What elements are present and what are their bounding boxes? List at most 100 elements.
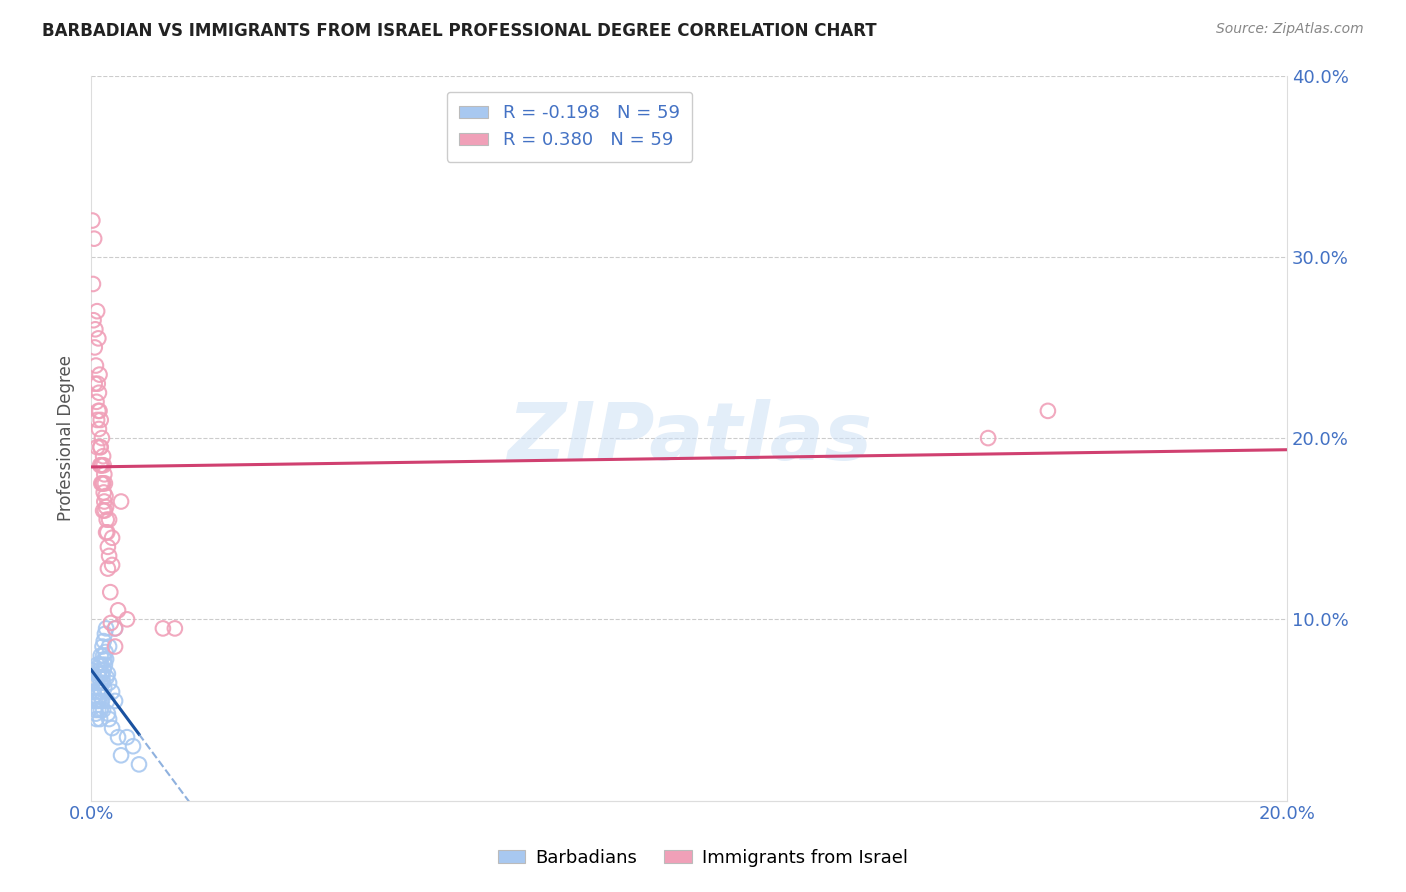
- Point: [98, 585, 121, 599]
- Point: [90, 440, 112, 454]
- Point: [97, 540, 120, 554]
- Point: [86, 440, 108, 454]
- Point: [90, 413, 112, 427]
- Point: [83, 376, 105, 391]
- Point: [101, 721, 124, 735]
- Point: [80, 663, 103, 677]
- Point: [98, 549, 121, 563]
- Point: [89, 440, 111, 454]
- Point: [98, 640, 121, 654]
- Point: [96, 513, 118, 527]
- Point: [93, 458, 115, 473]
- Point: [83, 689, 105, 703]
- Point: [89, 657, 111, 672]
- Point: [96, 525, 118, 540]
- Point: [89, 712, 111, 726]
- Point: [100, 615, 122, 630]
- Point: [94, 621, 117, 635]
- Point: [122, 739, 145, 754]
- Point: [90, 648, 112, 663]
- Point: [87, 331, 110, 345]
- Point: [91, 648, 114, 663]
- Point: [96, 694, 118, 708]
- Point: [93, 652, 115, 666]
- Point: [87, 694, 110, 708]
- Point: [89, 681, 111, 696]
- Point: [83, 685, 105, 699]
- Point: [91, 476, 114, 491]
- Point: [82, 277, 104, 291]
- Point: [94, 525, 117, 540]
- Point: [90, 657, 112, 672]
- Point: [87, 703, 110, 717]
- Point: [98, 712, 121, 726]
- Point: [94, 645, 117, 659]
- Point: [152, 621, 174, 635]
- Point: [96, 670, 118, 684]
- Point: [83, 232, 105, 246]
- Point: [101, 531, 124, 545]
- Point: [94, 503, 117, 517]
- Point: [110, 494, 132, 508]
- Point: [84, 322, 107, 336]
- Point: [94, 476, 117, 491]
- Point: [94, 489, 117, 503]
- Legend: Barbadians, Immigrants from Israel: Barbadians, Immigrants from Israel: [491, 842, 915, 874]
- Point: [82, 213, 104, 227]
- Point: [87, 670, 110, 684]
- Point: [94, 652, 117, 666]
- Point: [86, 657, 108, 672]
- Point: [91, 640, 114, 654]
- Text: Source: ZipAtlas.com: Source: ZipAtlas.com: [1216, 22, 1364, 37]
- Point: [163, 621, 186, 635]
- Text: ZIPatlas: ZIPatlas: [506, 399, 872, 477]
- Point: [86, 694, 108, 708]
- Point: [89, 404, 111, 418]
- Point: [90, 458, 112, 473]
- Point: [86, 304, 108, 318]
- Point: [93, 663, 115, 677]
- Point: [91, 449, 114, 463]
- Point: [93, 681, 115, 696]
- Point: [97, 561, 120, 575]
- Point: [110, 748, 132, 763]
- Point: [84, 703, 107, 717]
- Point: [89, 368, 111, 382]
- Point: [93, 485, 115, 500]
- Point: [93, 467, 115, 482]
- Point: [90, 458, 112, 473]
- Point: [107, 730, 129, 744]
- Point: [104, 621, 127, 635]
- Point: [98, 513, 121, 527]
- Point: [104, 621, 127, 635]
- Point: [90, 476, 112, 491]
- Point: [91, 703, 114, 717]
- Point: [90, 685, 112, 699]
- Point: [115, 730, 138, 744]
- Point: [87, 404, 110, 418]
- Point: [91, 670, 114, 684]
- Point: [98, 675, 121, 690]
- Point: [90, 694, 112, 708]
- Point: [93, 494, 115, 508]
- Point: [86, 712, 108, 726]
- Point: [90, 675, 112, 690]
- Point: [86, 413, 108, 427]
- Point: [97, 706, 120, 721]
- Point: [93, 634, 115, 648]
- Point: [94, 627, 117, 641]
- Point: [91, 503, 114, 517]
- Legend: R = -0.198   N = 59, R = 0.380   N = 59: R = -0.198 N = 59, R = 0.380 N = 59: [447, 92, 692, 162]
- Y-axis label: Professional Degree: Professional Degree: [58, 355, 75, 521]
- Point: [91, 675, 114, 690]
- Point: [94, 657, 117, 672]
- Point: [91, 476, 114, 491]
- Point: [87, 422, 110, 436]
- Point: [101, 685, 124, 699]
- Point: [86, 394, 108, 409]
- Text: BARBADIAN VS IMMIGRANTS FROM ISRAEL PROFESSIONAL DEGREE CORRELATION CHART: BARBADIAN VS IMMIGRANTS FROM ISRAEL PROF…: [42, 22, 877, 40]
- Point: [86, 675, 108, 690]
- Point: [89, 458, 111, 473]
- Point: [84, 706, 107, 721]
- Point: [83, 313, 105, 327]
